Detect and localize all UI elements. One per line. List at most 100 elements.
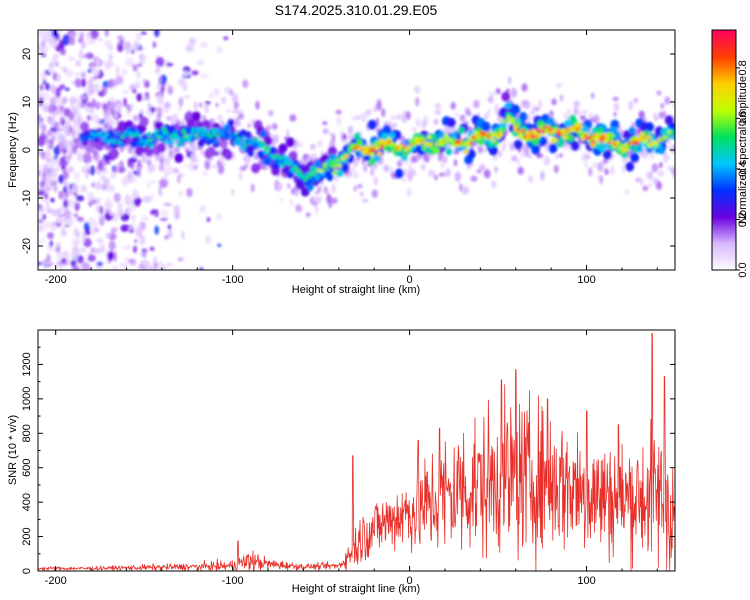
- spectrogram-ridge-cell: [353, 132, 361, 140]
- spectrogram-noise-cell: [86, 191, 93, 202]
- colorbar-cell: [712, 248, 736, 251]
- spectrogram-halo-cell: [651, 163, 659, 173]
- spectrogram-noise-cell: [133, 40, 140, 52]
- spectrogram-halo-cell: [65, 129, 72, 137]
- spectrogram-ridge-cell: [112, 140, 117, 144]
- spectrogram-ridge-cell: [419, 139, 424, 144]
- spectrogram-halo-cell: [367, 109, 373, 115]
- spectrogram-ridge-cell: [240, 145, 246, 152]
- spectrogram-noise-cell: [70, 260, 77, 267]
- spectrogram-noise-cell: [162, 263, 167, 270]
- spectrogram-noise-cell: [84, 229, 91, 236]
- spectrogram-noise-cell: [38, 148, 42, 157]
- spectrogram-halo-cell: [90, 108, 95, 115]
- spectrogram-halo-cell: [209, 118, 215, 124]
- spectrogram-noise-cell: [154, 30, 160, 38]
- spectrogram-noise-cell: [107, 44, 114, 51]
- spectrogram-ridge-cell: [320, 168, 325, 173]
- spectrogram-halo-cell: [97, 161, 104, 171]
- spectrogram-ridge-cell: [668, 121, 675, 130]
- colorbar-cell: [712, 218, 736, 221]
- spectrogram-noise-cell: [167, 229, 173, 239]
- spectrogram-noise-cell: [177, 257, 184, 262]
- spectrogram-ridge-cell: [469, 141, 474, 145]
- colorbar-cell: [712, 136, 736, 139]
- spectrogram-noise-cell: [155, 64, 161, 75]
- spectrogram-ridge-cell: [570, 125, 575, 130]
- colorbar-cell: [712, 156, 736, 159]
- spectrogram-halo-cell: [290, 198, 294, 207]
- spectrogram-noise-cell: [137, 63, 143, 67]
- colorbar-cell: [712, 216, 736, 219]
- spectrogram-halo-cell: [239, 165, 247, 172]
- spectrogram-ridge-cell: [630, 152, 640, 163]
- spectrogram-noise-cell: [65, 87, 70, 92]
- spectrogram-ridge-cell: [315, 175, 321, 181]
- spectrogram-halo-cell: [573, 100, 580, 108]
- spectrogram-ridge-cell: [511, 104, 521, 115]
- spectrogram-ridge-cell: [511, 121, 516, 126]
- spectrogram-ridge-cell: [499, 127, 503, 132]
- spectrogram-halo-cell: [352, 158, 360, 168]
- colorbar-cell: [712, 228, 736, 231]
- spectrogram-halo-cell: [658, 161, 663, 169]
- spectrogram-halo-cell: [51, 134, 55, 143]
- spectrogram-halo-cell: [434, 174, 438, 181]
- spectrogram-noise-cell: [38, 207, 46, 213]
- spectrogram-noise-cell: [117, 113, 122, 119]
- spectrogram-halo-cell: [201, 115, 206, 121]
- spectrogram-halo-cell: [231, 188, 235, 196]
- spectrogram-ridge-cell: [137, 133, 141, 137]
- spectrogram-noise-cell: [50, 246, 56, 251]
- spectrogram-halo-cell: [486, 109, 492, 114]
- spectrogram-ridge-cell: [479, 130, 483, 135]
- spectrogram-halo-cell: [177, 172, 184, 178]
- spectrogram-ridge-cell: [595, 140, 600, 144]
- spectrogram-halo-cell: [405, 111, 411, 120]
- spectrogram-ridge-cell: [437, 131, 445, 139]
- spectrogram-ridge-cell: [627, 142, 632, 146]
- spectrogram-x-label: Height of straight line (km): [292, 284, 420, 296]
- spectrogram-halo-cell: [597, 161, 604, 172]
- colorbar-cell: [712, 168, 736, 171]
- spectrogram-noise-cell: [152, 41, 157, 48]
- colorbar-tick-label: 0.0: [737, 262, 749, 277]
- spectrogram-halo-cell: [137, 159, 142, 168]
- spectrogram-halo-cell: [305, 212, 311, 218]
- spectrogram-noise-cell: [138, 53, 147, 64]
- colorbar-cell: [712, 236, 736, 239]
- spectrogram-halo-cell: [132, 114, 140, 122]
- spectrogram-halo-cell: [236, 120, 241, 127]
- spectrogram-noise-cell: [118, 35, 123, 41]
- spectrogram-noise-cell: [62, 34, 71, 46]
- spectrogram-noise-cell: [51, 113, 56, 124]
- spectrogram-ridge-cell: [224, 127, 228, 131]
- spectrogram-halo-cell: [653, 115, 659, 121]
- spectrogram-ridge-cell: [459, 139, 464, 143]
- colorbar-cell: [712, 162, 736, 165]
- spectrogram-noise-cell: [60, 116, 65, 126]
- spectrogram-noise-cell: [159, 152, 166, 158]
- x-tick-label: -200: [45, 274, 67, 286]
- spectrogram-noise-cell: [38, 213, 42, 218]
- spectrogram-ridge-cell: [628, 126, 636, 135]
- spectrogram-halo-cell: [426, 154, 430, 164]
- y-tick-label: 800: [21, 424, 33, 442]
- spectrogram-ridge-cell: [189, 133, 193, 138]
- spectrogram-halo-cell: [639, 178, 644, 186]
- spectrogram-noise-cell: [55, 242, 61, 247]
- colorbar-cell: [712, 66, 736, 69]
- spectrogram-halo-cell: [473, 99, 480, 109]
- colorbar-cell: [712, 150, 736, 153]
- spectrogram-halo-cell: [370, 167, 375, 176]
- colorbar-cell: [712, 172, 736, 175]
- y-tick-label: 10: [21, 96, 33, 108]
- spectrogram-halo-cell: [48, 105, 55, 114]
- spectrogram-halo-cell: [520, 152, 525, 159]
- colorbar-cell: [712, 186, 736, 189]
- spectrogram-halo-cell: [74, 77, 80, 88]
- colorbar-cell: [712, 114, 736, 117]
- spectrogram-noise-cell: [182, 70, 189, 77]
- spectrogram-halo-cell: [185, 148, 190, 154]
- colorbar-cell: [712, 232, 736, 235]
